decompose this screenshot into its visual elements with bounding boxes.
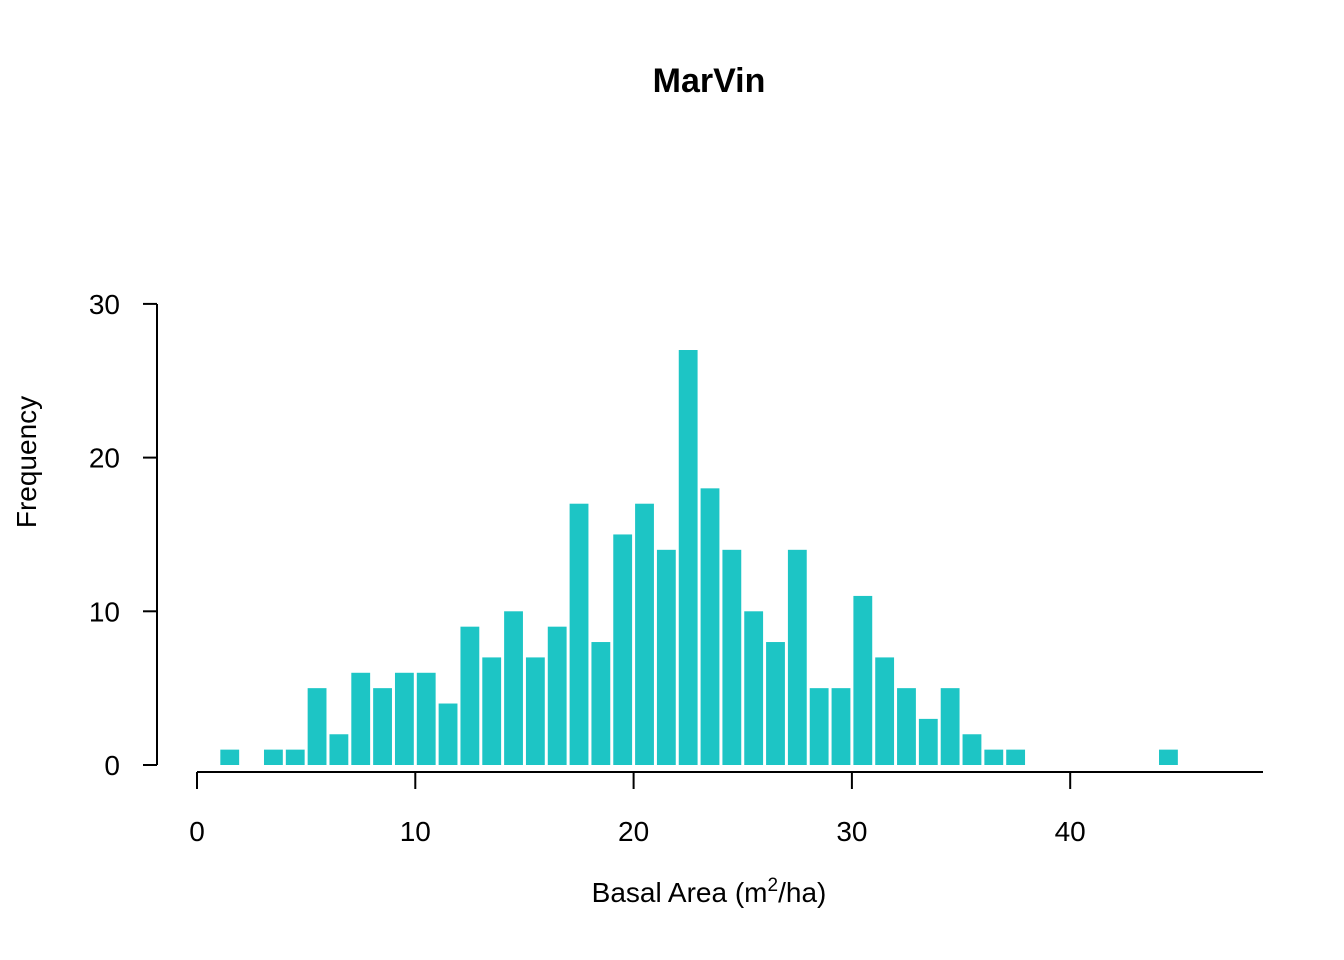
x-tick-label: 0	[189, 816, 205, 847]
histogram-bar	[351, 672, 371, 765]
x-axis-title-prefix: Basal Area (m	[592, 877, 768, 908]
histogram-bar	[656, 549, 676, 765]
y-axis-title: Frequency	[11, 396, 42, 528]
chart-title: MarVin	[653, 62, 766, 100]
histogram-bar	[1159, 749, 1178, 765]
histogram-bar	[394, 672, 414, 765]
x-axis-title-suffix: /ha)	[778, 877, 826, 908]
histogram-bar	[569, 503, 589, 765]
histogram-bar	[635, 503, 654, 765]
histogram-bar	[416, 672, 436, 765]
histogram-bar	[547, 626, 567, 765]
histogram-bar	[962, 734, 982, 765]
x-tick-label: 40	[1055, 816, 1086, 847]
histogram-bar	[438, 703, 458, 765]
x-axis-title-superscript: 2	[768, 875, 779, 896]
histogram-bar	[940, 688, 960, 765]
histogram-bar	[853, 595, 873, 765]
y-axis: 0 10 20 30	[89, 289, 158, 781]
x-axis-title: Basal Area (m2/ha)	[592, 875, 827, 908]
histogram-bar	[525, 657, 545, 765]
y-tick-label: 0	[104, 750, 120, 781]
y-ticks-group: 0 10 20 30	[89, 289, 157, 781]
histogram-bar	[591, 642, 611, 765]
x-tick-label: 30	[836, 816, 867, 847]
histogram-bar	[984, 749, 1004, 765]
histogram-bar	[744, 611, 764, 765]
histogram-bar	[722, 549, 742, 765]
x-tick-label: 20	[618, 816, 649, 847]
histogram-bar	[613, 534, 633, 765]
histogram-bar	[460, 626, 480, 765]
y-tick-label: 30	[89, 289, 120, 320]
histogram-bar	[897, 688, 916, 765]
histogram-bar	[700, 488, 720, 765]
x-ticks-group: 0 10 20 30 40	[189, 772, 1086, 847]
x-axis: 0 10 20 30 40	[189, 771, 1263, 847]
y-tick-label: 20	[89, 443, 120, 474]
histogram-bar	[918, 718, 938, 765]
histogram-bar	[875, 657, 895, 765]
x-tick-label: 10	[400, 816, 431, 847]
histogram-bar	[809, 688, 829, 765]
histogram-bar	[373, 688, 392, 765]
histogram-bar	[263, 749, 283, 765]
histogram-bar	[831, 688, 851, 765]
histogram-bar	[787, 549, 807, 765]
y-tick-label: 10	[89, 596, 120, 627]
histogram-bar	[285, 749, 305, 765]
histogram-bar	[220, 749, 240, 765]
histogram-bar	[678, 350, 698, 765]
histogram-bar	[307, 688, 327, 765]
bars-group	[220, 350, 1178, 765]
histogram-bar	[1006, 749, 1026, 765]
histogram-bar	[504, 611, 523, 765]
histogram-bar	[482, 657, 502, 765]
histogram-bar	[329, 734, 349, 765]
histogram-bar	[766, 642, 785, 765]
